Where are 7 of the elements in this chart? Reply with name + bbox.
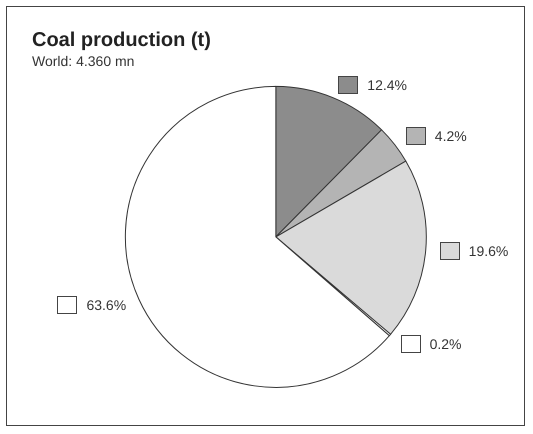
- data-label: 12.4%: [367, 76, 407, 93]
- chart-title: Coal production (t): [32, 29, 211, 51]
- data-label: 4.2%: [434, 128, 467, 144]
- chart-subtitle: World: 4.360 mn: [32, 53, 134, 69]
- data-label: 0.2%: [430, 336, 462, 352]
- data-label: 19.6%: [468, 243, 508, 260]
- data-label: 63.6%: [86, 297, 126, 314]
